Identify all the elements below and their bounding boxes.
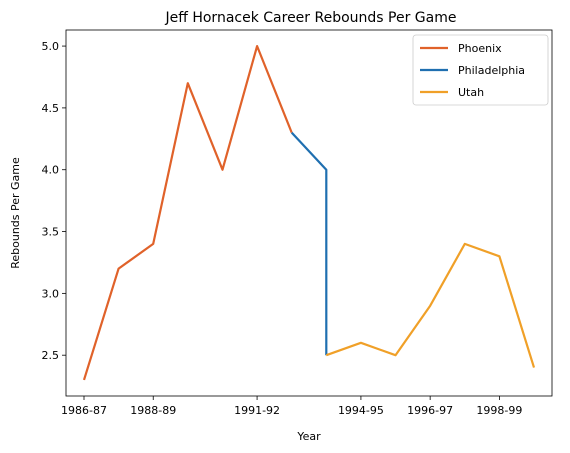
y-axis-ticks: 2.5 3.0 3.5 4.0 4.5 5.0 xyxy=(42,40,66,362)
series-line-phoenix xyxy=(82,44,293,381)
x-axis-ticks: 1986-87 1988-89 1991-92 1994-95 1996-97 1998-… xyxy=(61,396,522,417)
series-lines xyxy=(82,44,536,381)
series-line-utah xyxy=(325,242,536,368)
chart-title: Jeff Hornacek Career Rebounds Per Game xyxy=(165,10,457,26)
y-tick-label: 2.5 xyxy=(42,349,60,362)
legend: Phoenix Philadelphia Utah xyxy=(412,34,549,106)
x-axis-label: Year xyxy=(296,430,321,443)
legend-box xyxy=(412,34,549,106)
y-tick-label: 5.0 xyxy=(42,40,60,53)
x-tick-label: 1998-99 xyxy=(476,404,522,417)
y-axis-label: Rebounds Per Game xyxy=(9,157,22,269)
y-tick-label: 4.0 xyxy=(42,164,60,177)
legend-label-philadelphia: Philadelphia xyxy=(458,64,525,77)
x-tick-label: 1988-89 xyxy=(130,404,176,417)
x-tick-label: 1991-92 xyxy=(234,404,280,417)
plot-area: 2.5 3.0 3.5 4.0 4.5 5.0 1986-87 1988-89 1991-92… xyxy=(42,29,553,417)
x-tick-label: 1994-95 xyxy=(338,404,384,417)
y-tick-label: 4.5 xyxy=(42,102,60,115)
plot-frame xyxy=(65,29,553,397)
series-line-philadelphia xyxy=(290,131,328,356)
legend-label-utah: Utah xyxy=(458,86,484,99)
y-tick-label: 3.0 xyxy=(42,287,60,300)
x-tick-label: 1986-87 xyxy=(61,404,107,417)
y-tick-label: 3.5 xyxy=(42,226,60,239)
x-tick-label: 1996-97 xyxy=(407,404,453,417)
legend-label-phoenix: Phoenix xyxy=(458,42,502,55)
